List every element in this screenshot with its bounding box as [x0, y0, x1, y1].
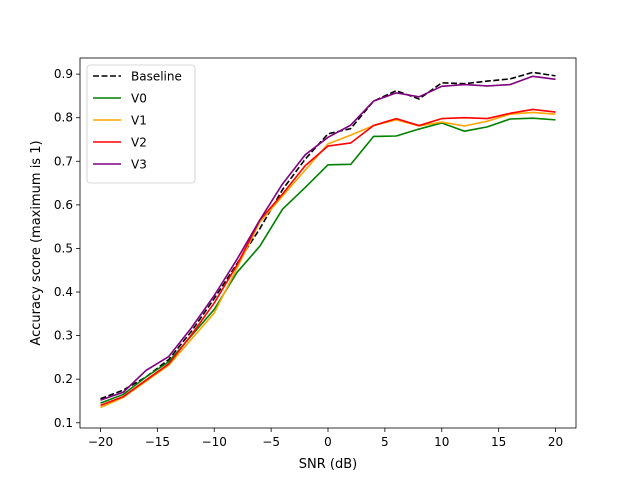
x-tick-label: −15	[145, 435, 170, 449]
x-tick-label: −20	[88, 435, 113, 449]
y-axis-ticks: 0.1 0.2 0.3 0.4 0.5 0.6 0.7 0.8 0.9	[54, 67, 80, 430]
x-tick-label: 0	[324, 435, 332, 449]
legend-label: V1	[131, 114, 147, 128]
x-tick-label: −5	[262, 435, 280, 449]
legend-label: Baseline	[131, 70, 182, 84]
series-line-v2	[100, 108, 556, 407]
x-tick-label: 10	[434, 435, 449, 449]
y-axis-label: Accuracy score (maximum is 1)	[29, 140, 44, 345]
series-lines	[100, 71, 556, 409]
y-tick-label: 0.2	[54, 372, 73, 386]
legend: Baseline V0 V1 V2 V3	[86, 64, 196, 184]
series-line-v3	[100, 75, 556, 401]
y-tick-label: 0.1	[54, 416, 73, 430]
series-line-baseline	[100, 71, 556, 400]
legend-label: V3	[131, 158, 147, 172]
y-tick-label: 0.3	[54, 329, 73, 343]
x-tick-label: −10	[202, 435, 227, 449]
legend-label: V0	[131, 92, 147, 106]
series-line-v1	[100, 111, 556, 409]
x-tick-label: 15	[491, 435, 506, 449]
x-tick-label: 5	[381, 435, 389, 449]
y-tick-label: 0.8	[54, 111, 73, 125]
y-tick-label: 0.6	[54, 198, 73, 212]
y-tick-label: 0.9	[54, 67, 73, 81]
y-tick-label: 0.5	[54, 241, 73, 255]
y-tick-label: 0.7	[54, 154, 73, 168]
x-axis-ticks: −20 −15 −10 −5 0 5 10 15 20	[88, 428, 563, 449]
x-tick-label: 20	[548, 435, 563, 449]
legend-label: V2	[131, 136, 147, 150]
legend-box	[86, 64, 196, 184]
x-axis-label: SNR (dB)	[299, 457, 357, 472]
y-tick-label: 0.4	[54, 285, 73, 299]
